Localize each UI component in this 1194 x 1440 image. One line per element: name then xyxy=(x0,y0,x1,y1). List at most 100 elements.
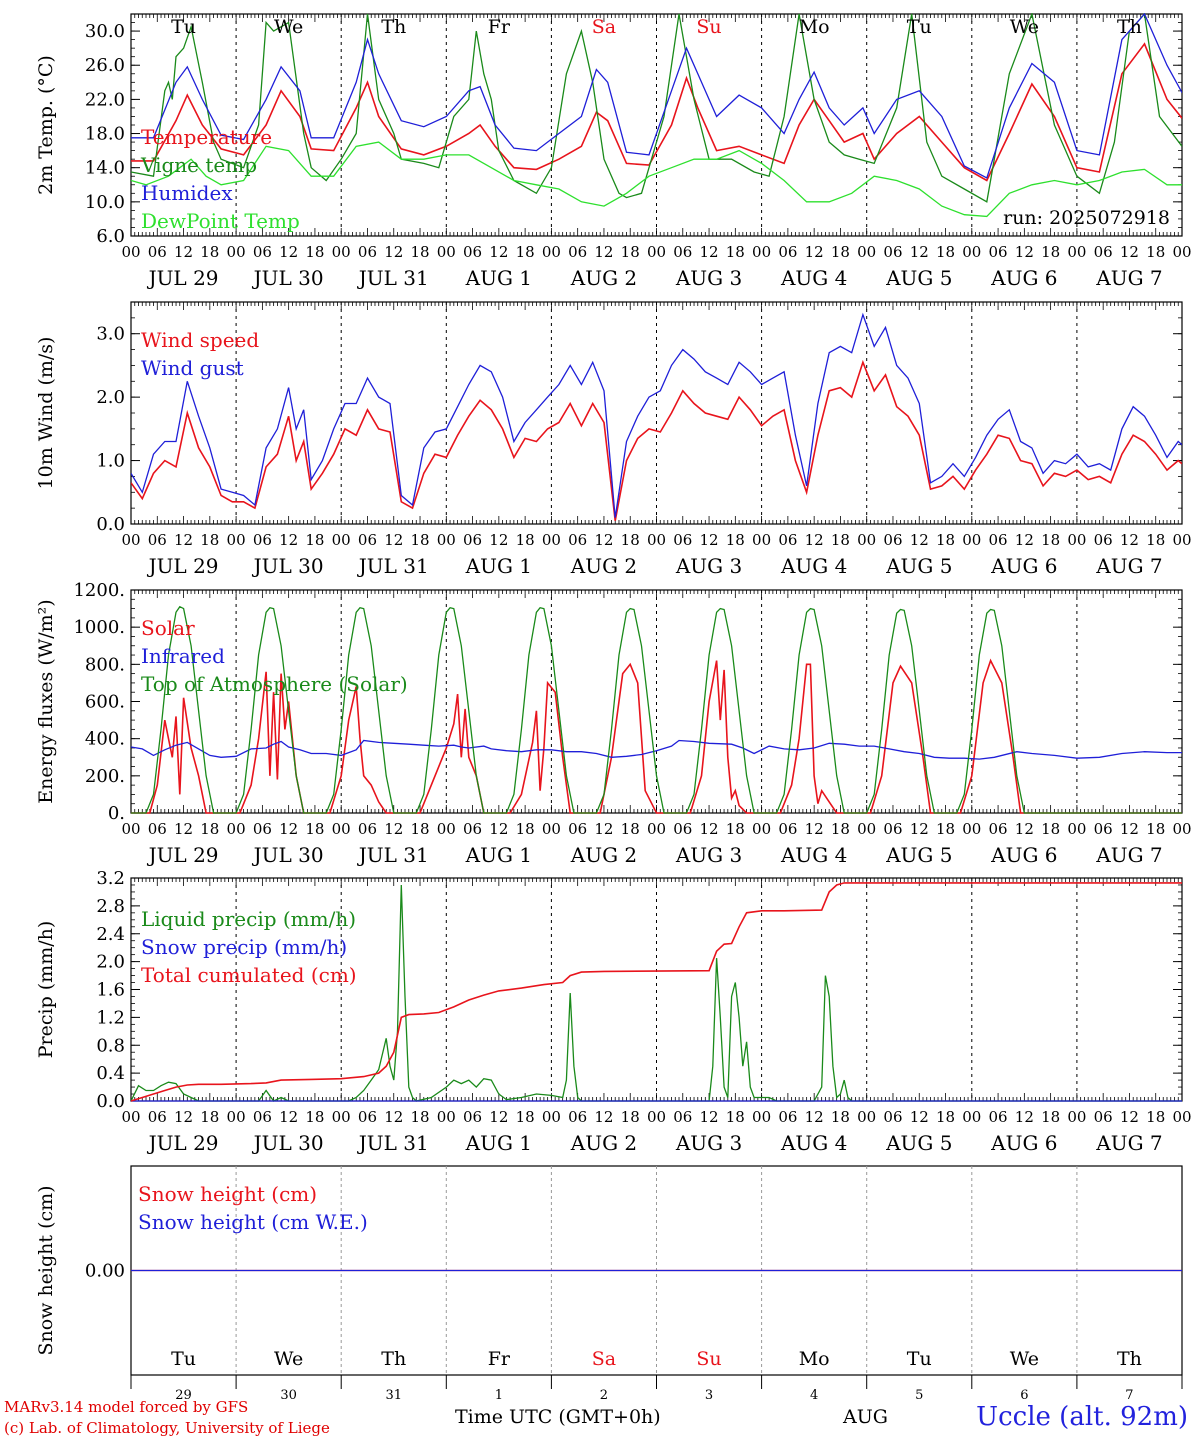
hour-tick-label: 18 xyxy=(1146,820,1165,838)
hour-tick-label: 00 xyxy=(752,531,771,549)
date-label: JUL 31 xyxy=(357,554,429,578)
y-tick-label: 0.0 xyxy=(96,1091,125,1112)
hour-tick-label: 06 xyxy=(989,243,1008,261)
hour-tick-label: 06 xyxy=(568,243,587,261)
hour-tick-label: 00 xyxy=(437,820,456,838)
legend-entry: Snow precip (mm/h) xyxy=(141,935,347,959)
series-line xyxy=(131,884,1182,1102)
hour-tick-label: 12 xyxy=(910,243,929,261)
hour-tick-label: 12 xyxy=(174,820,193,838)
hour-tick-label: 18 xyxy=(936,243,955,261)
hour-tick-label: 18 xyxy=(831,1108,850,1126)
hour-tick-label: 06 xyxy=(358,243,377,261)
date-label: AUG 4 xyxy=(780,843,847,867)
date-label: AUG 5 xyxy=(885,843,952,867)
day-number-label: 4 xyxy=(810,1388,818,1403)
station-label: Uccle (alt. 92m) xyxy=(976,1402,1188,1432)
legend-entry: Wind gust xyxy=(141,356,244,380)
panel-2 xyxy=(130,301,1183,525)
date-label: JUL 31 xyxy=(357,843,429,867)
hour-tick-label: 18 xyxy=(410,531,429,549)
y-tick-label: 14.0 xyxy=(85,158,125,179)
day-of-week-label: Th xyxy=(381,16,406,38)
date-label: AUG 6 xyxy=(990,266,1057,290)
date-label: AUG 6 xyxy=(990,1131,1057,1155)
day-number-label: 3 xyxy=(705,1388,713,1403)
y-tick-label: 1.0 xyxy=(96,451,125,472)
time-axis-label: Time UTC (GMT+0h) xyxy=(455,1406,661,1428)
y-tick-label: 1.6 xyxy=(96,980,125,1001)
run-annotation: run: 2025072918 xyxy=(1003,207,1170,229)
hour-tick-label: 18 xyxy=(726,820,745,838)
hour-tick-label: 18 xyxy=(621,243,640,261)
hour-tick-label: 18 xyxy=(1146,1108,1165,1126)
date-label: AUG 4 xyxy=(780,266,847,290)
hour-tick-label: 06 xyxy=(673,820,692,838)
y-axis-label: 2m Temp. (°C) xyxy=(35,55,57,195)
hour-tick-label: 12 xyxy=(910,820,929,838)
panel-4 xyxy=(130,877,1183,1102)
hour-tick-label: 00 xyxy=(962,1108,981,1126)
hour-tick-label: 12 xyxy=(489,820,508,838)
hour-tick-label: 18 xyxy=(726,243,745,261)
hour-tick-label: 06 xyxy=(148,820,167,838)
legend-entry: Solar xyxy=(141,616,195,640)
day-of-week-label: Mo xyxy=(799,1348,830,1370)
hour-tick-label: 12 xyxy=(279,1108,298,1126)
day-of-week-label: We xyxy=(1010,16,1039,38)
y-tick-label: 3.0 xyxy=(96,324,125,345)
y-tick-label: 2.4 xyxy=(96,924,125,945)
hour-tick-label: 12 xyxy=(805,820,824,838)
hour-tick-label: 06 xyxy=(253,531,272,549)
date-label: AUG 2 xyxy=(570,1131,637,1155)
y-tick-label: 200. xyxy=(85,766,125,787)
hour-tick-label: 18 xyxy=(1041,1108,1060,1126)
hour-tick-label: 18 xyxy=(831,243,850,261)
hour-tick-label: 18 xyxy=(936,820,955,838)
hour-tick-label: 06 xyxy=(989,820,1008,838)
day-of-week-label: Th xyxy=(1117,16,1142,38)
y-axis-label: 10m Wind (m/s) xyxy=(35,337,57,490)
hour-tick-label: 00 xyxy=(227,531,246,549)
y-tick-label: 800. xyxy=(85,654,125,675)
y-tick-label: 2.0 xyxy=(96,387,125,408)
day-of-week-label: Th xyxy=(381,1348,406,1370)
hour-tick-label: 18 xyxy=(831,531,850,549)
hour-tick-label: 18 xyxy=(726,1108,745,1126)
hour-tick-label: 06 xyxy=(253,1108,272,1126)
hour-tick-label: 06 xyxy=(778,243,797,261)
y-tick-label: 10.0 xyxy=(85,192,125,213)
y-tick-label: 3.2 xyxy=(96,868,125,889)
hour-tick-label: 18 xyxy=(305,820,324,838)
y-axis-label: Snow height (cm) xyxy=(35,1185,57,1355)
y-tick-label: 600. xyxy=(85,692,125,713)
series-line xyxy=(131,739,1182,760)
hour-tick-label: 18 xyxy=(516,820,535,838)
hour-tick-label: 06 xyxy=(148,1108,167,1126)
hour-tick-label: 18 xyxy=(621,820,640,838)
date-label: JUL 30 xyxy=(252,266,324,290)
legend-entry: Wind speed xyxy=(141,328,259,352)
hour-tick-label: 18 xyxy=(516,1108,535,1126)
hour-tick-label: 06 xyxy=(358,1108,377,1126)
date-label: AUG 4 xyxy=(780,554,847,578)
day-of-week-label: Fr xyxy=(488,1348,511,1370)
day-of-week-label: We xyxy=(1010,1348,1039,1370)
day-of-week-label: Mo xyxy=(799,16,830,38)
hour-tick-label: 18 xyxy=(410,243,429,261)
hour-tick-label: 00 xyxy=(647,820,666,838)
hour-tick-label: 18 xyxy=(936,1108,955,1126)
hour-tick-label: 00 xyxy=(1067,820,1086,838)
y-tick-label: 1.2 xyxy=(96,1007,125,1028)
hour-tick-label: 00 xyxy=(962,243,981,261)
legend-entry: Snow height (cm W.E.) xyxy=(138,1210,368,1234)
hour-tick-label: 06 xyxy=(568,1108,587,1126)
hour-tick-label: 18 xyxy=(621,1108,640,1126)
day-of-week-label: Tu xyxy=(907,1348,932,1370)
y-tick-label: 0. xyxy=(108,803,125,824)
y-tick-label: 2.0 xyxy=(96,952,125,973)
date-label: AUG 1 xyxy=(465,1131,532,1155)
day-of-week-label: Fr xyxy=(488,16,511,38)
hour-tick-label: 18 xyxy=(410,820,429,838)
hour-tick-label: 12 xyxy=(700,820,719,838)
